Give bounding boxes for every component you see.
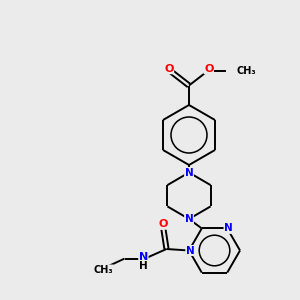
Text: N: N [139, 252, 148, 262]
Text: N: N [224, 224, 233, 233]
Text: H: H [139, 261, 148, 271]
Text: N: N [184, 214, 194, 224]
Text: O: O [204, 64, 214, 74]
Text: O: O [159, 219, 168, 229]
Text: N: N [186, 245, 195, 256]
Text: CH₃: CH₃ [94, 265, 113, 275]
Text: O: O [164, 64, 174, 74]
Text: CH₃: CH₃ [236, 66, 256, 76]
Text: N: N [184, 167, 194, 178]
